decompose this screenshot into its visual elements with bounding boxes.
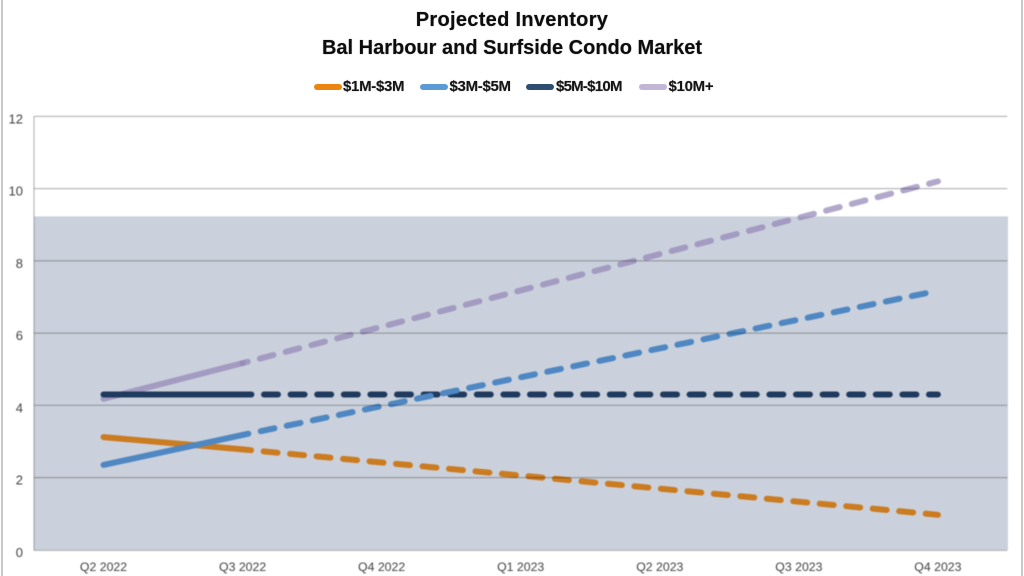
svg-text:4: 4 xyxy=(16,400,23,415)
svg-text:Q3 2022: Q3 2022 xyxy=(219,560,266,574)
svg-text:Q2 2023: Q2 2023 xyxy=(636,560,683,574)
svg-text:Q4 2022: Q4 2022 xyxy=(358,560,405,574)
svg-text:6: 6 xyxy=(16,328,23,343)
svg-text:8: 8 xyxy=(16,256,23,271)
svg-text:Q3 2023: Q3 2023 xyxy=(775,560,822,574)
svg-text:Q2 2022: Q2 2022 xyxy=(80,560,127,574)
svg-text:12: 12 xyxy=(9,112,23,127)
svg-text:2: 2 xyxy=(16,473,23,488)
svg-text:Q1 2023: Q1 2023 xyxy=(497,560,544,574)
svg-text:10: 10 xyxy=(9,184,23,199)
svg-text:0: 0 xyxy=(16,545,23,560)
svg-text:Q4 2023: Q4 2023 xyxy=(914,560,961,574)
